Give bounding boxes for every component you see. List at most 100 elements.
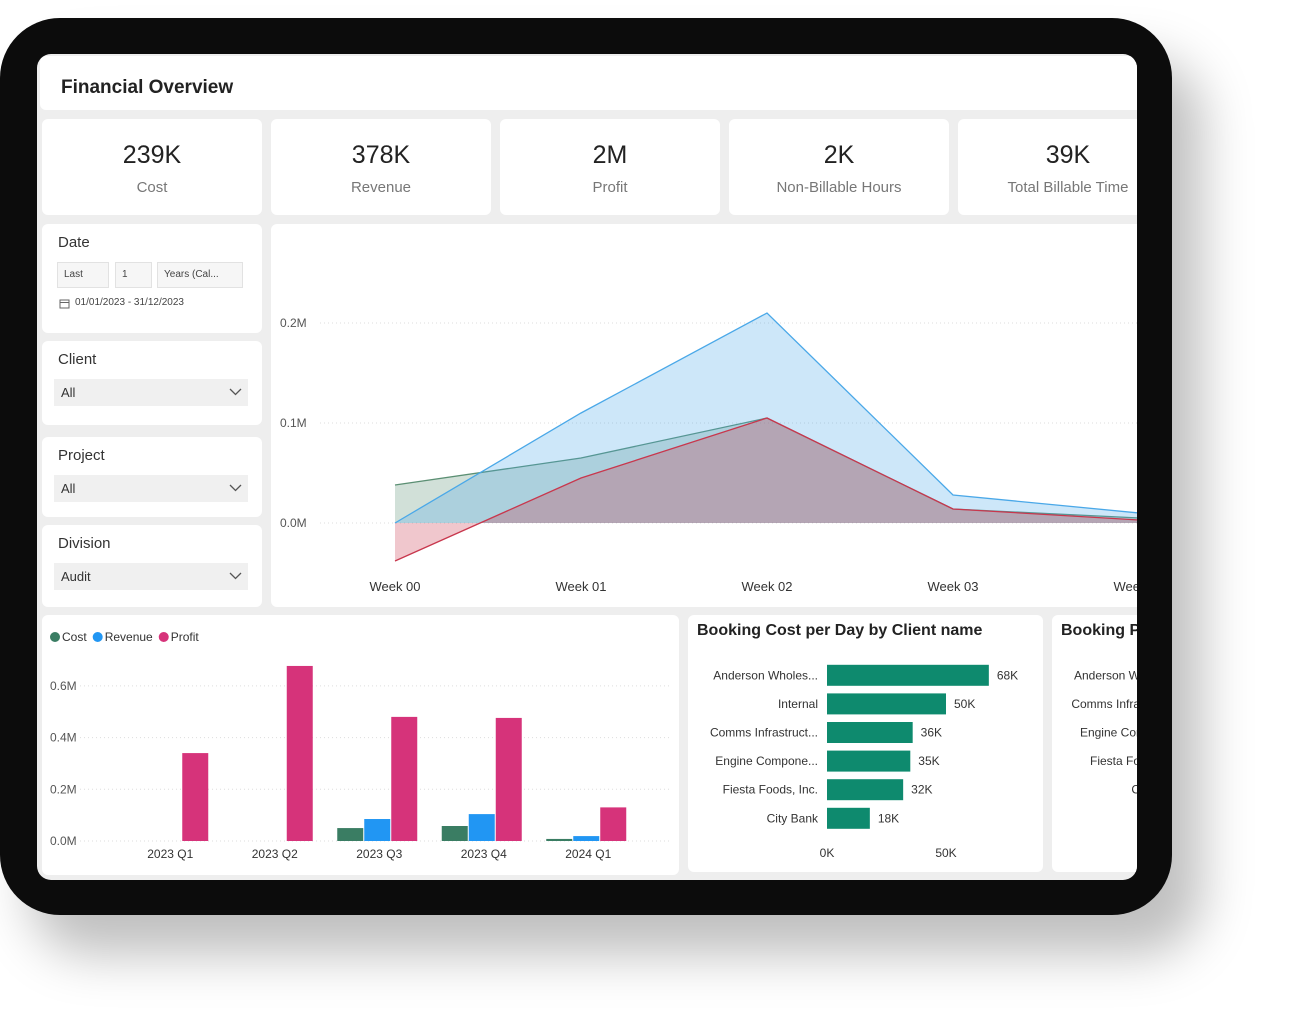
client-dropdown[interactable]: All <box>54 379 248 406</box>
x-tick-label: Week 02 <box>741 579 792 594</box>
x-tick-label: 2023 Q3 <box>356 847 402 861</box>
y-tick-label: 0.1M <box>280 416 307 430</box>
header: Financial Overview <box>40 56 1137 110</box>
bar <box>495 717 522 841</box>
project-dropdown[interactable]: All <box>54 475 248 502</box>
kpi-value: 2M <box>592 141 628 169</box>
bar <box>546 838 573 841</box>
bar <box>827 807 870 829</box>
kpi-card: 2K Non-Billable Hours <box>729 119 949 215</box>
count-value: 1 <box>122 269 128 280</box>
kpi-value: 378K <box>351 141 411 169</box>
value-label: 32K <box>911 783 932 797</box>
legend-label: Cost <box>62 630 87 644</box>
mode-dropdown[interactable]: Last <box>57 262 109 288</box>
area-chart-card <box>271 224 1137 607</box>
bar <box>337 828 364 841</box>
page-title: Financial Overview <box>61 77 234 98</box>
bar <box>286 665 313 841</box>
bar <box>573 836 600 841</box>
x-tick-label: 2023 Q2 <box>252 847 298 861</box>
bar <box>364 819 391 841</box>
division-filter: Division Audit <box>42 525 262 607</box>
kpi-label: Cost <box>136 179 168 196</box>
bar <box>827 664 989 686</box>
x-tick-label: 0K <box>820 846 835 860</box>
date-range: 01/01/2023 - 31/12/2023 <box>75 297 184 308</box>
x-tick-label: Week 00 <box>369 579 420 594</box>
filter-title: Division <box>58 535 111 552</box>
bar <box>827 722 913 743</box>
y-tick-label: Anderson Wholes... <box>713 668 818 682</box>
chart-title: Booking P <box>1061 622 1137 639</box>
y-tick-label: 0.6M <box>50 679 77 693</box>
bar <box>182 753 209 841</box>
y-tick-label: Engine Cor <box>1080 726 1137 740</box>
value-label: 36K <box>921 726 942 740</box>
y-tick-label: Comms Infra <box>1071 697 1137 711</box>
y-tick-label: 0.2M <box>280 316 307 330</box>
legend-swatch <box>158 632 169 642</box>
y-tick-label: C <box>1131 783 1137 797</box>
bar <box>391 716 418 841</box>
kpi-label: Profit <box>592 179 628 196</box>
client-filter: Client All <box>42 341 262 425</box>
dropdown-value: All <box>61 385 76 400</box>
kpi-value: 2K <box>823 141 855 169</box>
x-tick-label: 2023 Q4 <box>461 847 507 861</box>
filter-title: Project <box>58 447 105 464</box>
legend-label: Revenue <box>105 630 153 644</box>
kpi-value: 39K <box>1045 141 1091 169</box>
bar <box>827 693 946 715</box>
y-tick-label: Fiesta Fo <box>1090 754 1137 768</box>
y-tick-label: 0.0M <box>280 516 307 530</box>
charts: 0.0M 0.1M 0.2M Week 00 Week 01 Week 02 Week 03… <box>50 312 1137 861</box>
filter-title: Date <box>58 234 90 251</box>
x-tick-label: 2024 Q1 <box>565 847 611 861</box>
y-tick-label: Anderson W <box>1074 668 1137 682</box>
hbar-chart-card <box>1052 615 1137 872</box>
kpi-card: 378K Revenue <box>271 119 491 215</box>
kpi-value: 239K <box>122 141 182 169</box>
project-filter: Project All <box>42 437 262 517</box>
y-tick-label: 0.0M <box>50 834 77 848</box>
y-tick-label: 0.2M <box>50 782 77 796</box>
date-filter: Date Last 1 Years (Cal... 01/01/2023 - 3… <box>42 224 262 333</box>
y-tick-label: Internal <box>778 697 818 711</box>
bar <box>827 779 904 801</box>
kpi-card: 39K Total Billable Time <box>958 119 1137 215</box>
kpi-label: Non-Billable Hours <box>776 179 902 196</box>
area-fill <box>395 418 1137 561</box>
dropdown-value: Audit <box>61 569 91 584</box>
x-tick-label: 2023 Q1 <box>147 847 193 861</box>
x-tick-label: Week 03 <box>927 579 978 594</box>
x-tick-label: Week 01 <box>555 579 606 594</box>
division-dropdown[interactable]: Audit <box>54 563 248 590</box>
chart-title: Booking Cost per Day by Client name <box>697 622 982 639</box>
value-label: 50K <box>954 697 975 711</box>
count-input[interactable]: 1 <box>115 262 152 288</box>
area-line <box>394 312 1137 524</box>
hbar-chart-card <box>688 615 1043 872</box>
screen: Financial Overview 239K Cost 378K Revenue … <box>37 54 1137 880</box>
y-tick-label: City Bank <box>767 811 819 825</box>
value-label: 68K <box>997 668 1018 682</box>
bar <box>441 826 468 841</box>
mode-value: Last <box>64 269 83 280</box>
bar <box>600 807 627 841</box>
y-tick-label: Engine Compone... <box>715 754 818 768</box>
kpi-label: Total Billable Time <box>1007 179 1129 196</box>
y-tick-label: Fiesta Foods, Inc. <box>723 783 818 797</box>
kpi-card: 239K Cost <box>42 119 262 215</box>
area-fill <box>395 418 1137 523</box>
unit-dropdown[interactable]: Years (Cal... <box>157 262 243 288</box>
unit-value: Years (Cal... <box>164 269 219 280</box>
bar <box>468 814 495 841</box>
kpi-card: 2M Profit <box>500 119 720 215</box>
legend-swatch <box>50 632 60 642</box>
area-line <box>394 417 1137 562</box>
x-tick-label: 50K <box>935 846 956 860</box>
kpi-label: Revenue <box>350 179 412 196</box>
y-tick-label: Comms Infrastruct... <box>710 726 818 740</box>
value-label: 35K <box>918 754 939 768</box>
